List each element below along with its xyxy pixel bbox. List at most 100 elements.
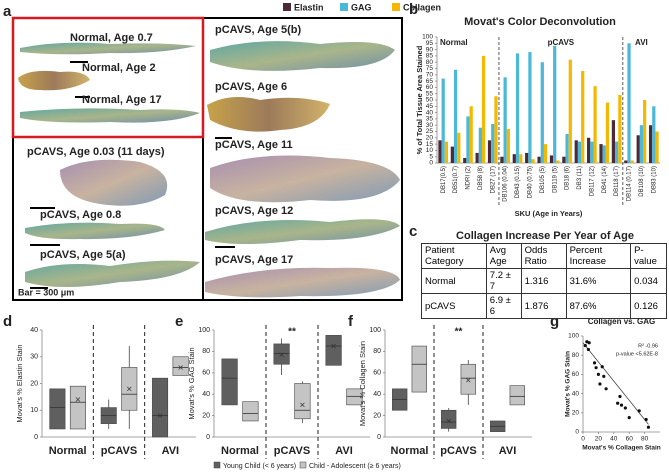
bar	[438, 140, 442, 163]
bar	[636, 135, 640, 163]
y-axis-label: Movat's % GAG Stain	[187, 347, 196, 419]
bar	[453, 69, 458, 163]
bar	[503, 77, 507, 163]
image-label: pCAVS, Age 11	[215, 139, 293, 151]
bar	[643, 100, 647, 163]
y-tick-label: 100	[568, 333, 579, 340]
table-header: Percent Increase	[565, 243, 632, 269]
y-tick-label: 60	[373, 370, 381, 377]
x-tick-label: DB108 (10)	[639, 166, 645, 197]
y-tick-label: 20	[426, 135, 434, 142]
y-tick-label: 60	[572, 371, 580, 378]
y-tick-label: 65	[426, 78, 434, 85]
image-label: pCAVS, Age 5(b)	[215, 24, 302, 36]
bar	[565, 134, 569, 163]
chart-title: Collagen vs. GAG	[588, 317, 656, 326]
table-cell: 87.6%	[565, 293, 632, 319]
frame	[202, 17, 403, 301]
y-tick-label: 40	[202, 391, 210, 398]
scale-bar-label: Bar = 300 μm	[18, 287, 74, 297]
table-cell: 31.6%	[565, 268, 632, 294]
table-header: P-value	[630, 243, 667, 269]
table-cell: 1.316	[520, 268, 567, 294]
bar	[574, 140, 578, 163]
table-cell: 1.876	[520, 293, 567, 319]
bar	[630, 160, 634, 163]
bar	[469, 106, 473, 163]
y-tick-label: 40	[426, 109, 434, 116]
bar	[599, 144, 603, 163]
box	[152, 377, 169, 438]
group-label: pCAVS	[101, 445, 137, 457]
bar	[590, 141, 594, 163]
point	[592, 361, 597, 365]
y-tick-label: 0	[575, 429, 579, 436]
box	[273, 343, 290, 365]
bar	[506, 128, 510, 163]
group-label: Normal	[49, 445, 87, 457]
y-tick-label: 50	[426, 97, 434, 104]
y-tick-label: 55	[426, 90, 434, 97]
bar	[639, 125, 644, 163]
x-tick-label: 0	[581, 436, 585, 443]
image-label: pCAVS, Age 5(a)	[40, 249, 126, 261]
legend-swatch	[392, 3, 400, 11]
y-tick-label: 30	[426, 122, 434, 129]
point	[619, 403, 624, 407]
y-tick-label: 15	[426, 141, 434, 148]
x-tick-label: DB83 (10)	[651, 166, 657, 193]
y-axis-label: % of Total Tissue Area Stained	[415, 45, 424, 154]
panel-letter: b	[409, 1, 418, 18]
point	[627, 416, 631, 420]
x-tick-label: DB114 (0.17)	[627, 166, 633, 201]
bar	[481, 55, 486, 163]
mean-marker	[279, 352, 284, 357]
bar	[540, 62, 544, 164]
mean-marker	[300, 402, 305, 408]
box	[411, 345, 427, 393]
image-label: pCAVS, Age 0.03 (11 days)	[27, 146, 165, 158]
bar	[537, 156, 541, 163]
image-label: pCAVS, Age 6	[215, 81, 287, 93]
x-tick-label: DB40 (0.75)	[527, 166, 533, 198]
group-label: Normal	[391, 445, 429, 457]
bar	[478, 127, 482, 163]
mean-marker	[178, 365, 183, 370]
mean-marker	[466, 378, 471, 383]
table-cell: Normal	[421, 268, 487, 294]
y-tick-label: 0	[34, 434, 38, 441]
y-tick-label: 45	[426, 103, 434, 110]
bar	[648, 125, 653, 163]
bar	[463, 157, 467, 163]
y-tick-label: 100	[369, 327, 381, 334]
annotation: p-value <5.62E-8	[616, 351, 658, 357]
group-label: pCAVS	[548, 38, 575, 47]
table-cell: 0.126	[630, 293, 667, 319]
x-tick-label: DB58 (8)	[478, 166, 484, 190]
legend-label: GAG	[351, 2, 372, 12]
table-cell: 0.034	[630, 268, 667, 294]
y-tick-label: 40	[373, 391, 381, 398]
x-tick-label: 40	[610, 436, 618, 443]
bar	[562, 156, 566, 163]
y-tick-label: 5	[429, 153, 433, 160]
legend-label: Child - Adolescent (≥ 6 years)	[309, 463, 401, 470]
image-label: Normal, Age 0.7	[70, 32, 153, 44]
y-tick-label: 70	[426, 72, 434, 79]
point	[594, 366, 598, 370]
y-tick-label: 35	[426, 116, 434, 123]
bar	[519, 154, 523, 163]
bar	[531, 159, 535, 163]
panel-letters: a b c d e f g	[3, 1, 559, 330]
legend-swatch	[283, 3, 291, 11]
y-tick-label: 60	[202, 370, 210, 377]
point	[586, 347, 590, 352]
bar	[655, 131, 659, 163]
point	[583, 344, 587, 348]
point	[602, 374, 606, 378]
bar	[487, 140, 492, 163]
mean-marker	[75, 397, 81, 402]
table-header: Avg Age	[485, 243, 522, 269]
